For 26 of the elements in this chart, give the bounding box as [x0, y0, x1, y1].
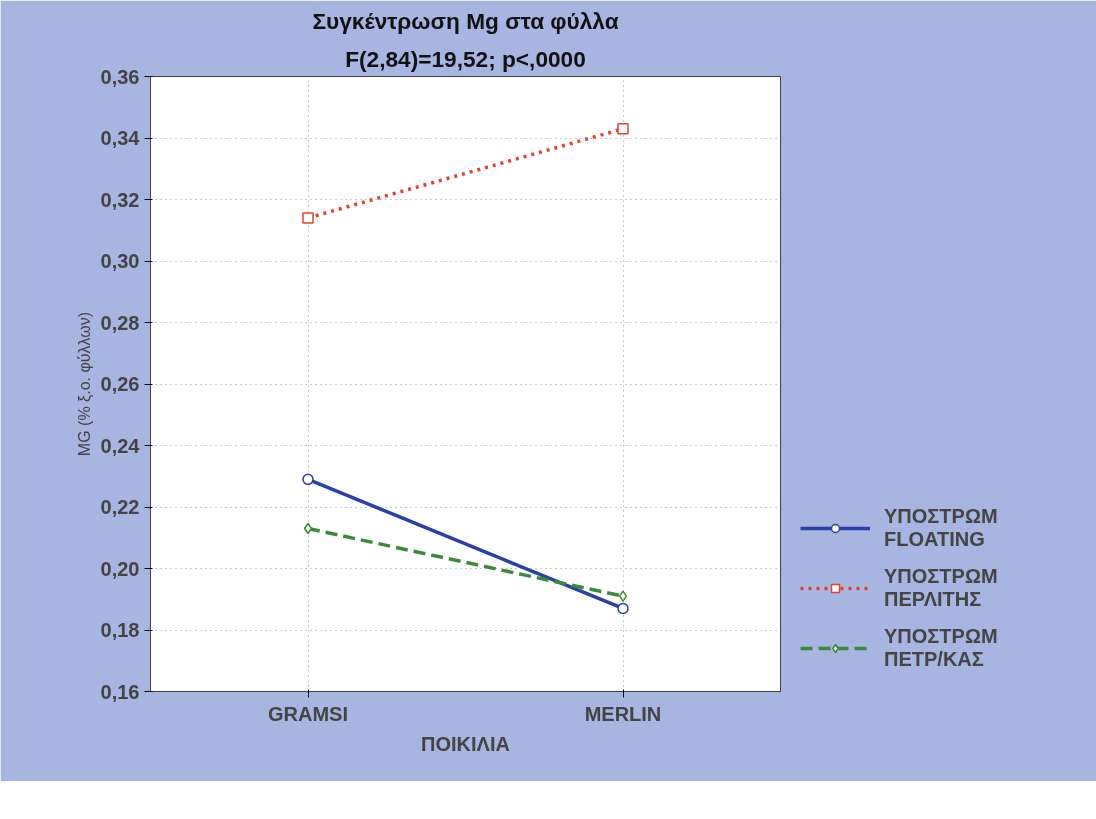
- chart-title: Συγκέντρωση Mg στα φύλλα: [312, 7, 619, 34]
- y-tick-label: 0,20: [100, 557, 140, 580]
- y-tick-label: 0,32: [100, 188, 140, 211]
- y-tick-label: 0,16: [100, 680, 140, 703]
- y-tick-label: 0,36: [100, 65, 140, 88]
- point: [617, 123, 629, 135]
- point: [303, 522, 313, 535]
- y-tick-label: 0,22: [100, 496, 140, 518]
- x-tick-label: GRAMSI: [268, 702, 348, 725]
- y-tick-label: 0,26: [100, 373, 140, 395]
- y-tick-label: 0,18: [100, 619, 140, 641]
- chart-subtitle: F(2,84)=19,52; p<,0000: [345, 45, 586, 72]
- y-tick-label: 0,30: [100, 250, 140, 272]
- point: [302, 473, 314, 486]
- x-axis-title: ΠΟΙΚΙΛΙΑ: [421, 732, 510, 755]
- y-tick-label: 0,34: [100, 127, 141, 149]
- legend-label: ΥΠΟΣΤΡΩΜ ΠΕΡΛΙΤΗΣ: [884, 565, 998, 611]
- y-axis-title: MG (% ξ.ο. φύλλων): [75, 311, 94, 457]
- y-tick-label: 0,28: [100, 311, 140, 334]
- point: [618, 590, 628, 602]
- legend-label: ΥΠΟΣΤΡΩΜ FLOATING: [884, 505, 998, 551]
- legend-label: ΥΠΟΣΤΡΩΜ ΠΕΤΡ/ΚΑΣ: [884, 625, 998, 671]
- x-tick-label: MERLIN: [584, 702, 662, 725]
- y-tick-label: 0,24: [100, 434, 141, 457]
- point: [617, 602, 629, 615]
- point: [302, 212, 314, 224]
